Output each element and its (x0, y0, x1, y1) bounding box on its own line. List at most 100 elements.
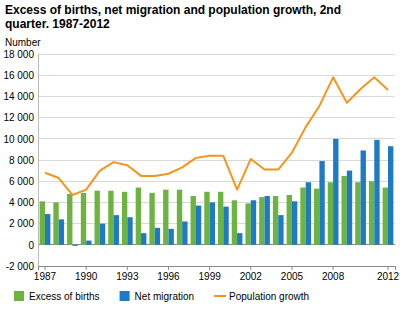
bar (251, 200, 256, 245)
bar (168, 229, 173, 245)
y-tick: 18 000 (3, 49, 38, 60)
bar (114, 215, 119, 245)
bar (81, 193, 86, 245)
bar (67, 194, 72, 245)
bar (232, 200, 237, 245)
bar (210, 202, 215, 244)
bar (287, 195, 292, 245)
grid-line (38, 117, 395, 118)
bar (72, 245, 77, 246)
bar (182, 221, 187, 244)
legend-label: Excess of births (29, 291, 100, 302)
bar (347, 171, 352, 245)
grid-line (38, 75, 395, 76)
y-tick: 2 000 (9, 218, 38, 229)
bar (95, 191, 100, 245)
grid-line (38, 244, 395, 245)
x-tick-mark (127, 266, 128, 270)
bar (273, 196, 278, 245)
bar (53, 202, 58, 244)
bar (218, 192, 223, 245)
legend: Excess of births Net migration Population … (14, 291, 309, 302)
x-tick: 1987 (34, 266, 57, 282)
legend-item: Net migration (120, 291, 194, 302)
bar (59, 219, 64, 244)
bar (300, 188, 305, 245)
line (45, 77, 388, 195)
legend-label: Population growth (229, 291, 309, 302)
y-axis-title: Number (5, 37, 41, 48)
x-tick: 2002 (240, 266, 263, 282)
y-tick: 16 000 (3, 70, 38, 81)
y-tick-label: 12 000 (3, 112, 34, 123)
title-line: quarter. 1987-2012 (5, 17, 110, 31)
legend-item: Population growth (214, 291, 309, 302)
bar (292, 201, 297, 244)
grid-line (38, 202, 395, 203)
chart: Excess of births, net migration and popu… (0, 0, 400, 320)
x-tick-mark (291, 266, 292, 270)
grid-line (38, 223, 395, 224)
x-axis-line (39, 267, 396, 271)
bar (122, 192, 127, 245)
x-tick-mark (168, 266, 169, 270)
x-tick-label: 1993 (116, 271, 139, 282)
bar (361, 150, 366, 244)
x-tick: 1999 (199, 266, 222, 282)
y-tick: -2 000 (6, 261, 38, 272)
bar (177, 190, 182, 245)
y-tick: 8 000 (9, 155, 38, 166)
x-tick-label: 2008 (322, 271, 345, 282)
bar (163, 190, 168, 245)
bar (306, 182, 311, 245)
y-tick-label: -2 000 (6, 261, 35, 272)
grid-line (38, 160, 395, 161)
bar (374, 140, 379, 245)
x-tick-label: 2005 (281, 271, 304, 282)
x-tick: 2012 (377, 266, 400, 282)
x-tick: 1996 (157, 266, 180, 282)
x-tick: 1990 (75, 266, 98, 282)
bar (40, 201, 45, 244)
y-tick: 14 000 (3, 91, 38, 102)
y-tick-label: 6 000 (9, 176, 34, 187)
plot-area (40, 77, 394, 246)
grid-line (38, 54, 395, 55)
bar (333, 139, 338, 245)
y-tick: 4 000 (9, 197, 38, 208)
bar (223, 207, 228, 245)
x-tick-mark (209, 266, 210, 270)
bar (45, 214, 50, 245)
x-tick-label: 1987 (34, 271, 57, 282)
legend-item: Excess of births (14, 291, 100, 302)
bar (278, 215, 283, 245)
bar (136, 188, 141, 245)
bar (127, 217, 132, 245)
bar (341, 176, 346, 245)
bar (149, 193, 154, 245)
x-tick: 2008 (322, 266, 345, 282)
title-line: Excess of births, net migration and popu… (5, 3, 341, 17)
bar (388, 146, 393, 245)
y-tick-label: 14 000 (3, 91, 34, 102)
x-tick-label: 2012 (377, 271, 400, 282)
x-tick-label: 1996 (157, 271, 180, 282)
bar (355, 182, 360, 245)
x-tick: 1993 (116, 266, 139, 282)
y-tick: 6 000 (9, 176, 38, 187)
x-axis: 1987 1990 1993 1996 1999 2002 2005 2008 2012 (34, 266, 400, 282)
y-tick-label: 16 000 (3, 70, 34, 81)
y-tick: 10 000 (3, 134, 38, 145)
y-tick: 12 000 (3, 112, 38, 123)
bar (265, 196, 270, 245)
bar (100, 224, 105, 245)
x-tick-mark (44, 266, 45, 270)
bar (155, 228, 160, 245)
y-tick-label: 4 000 (9, 197, 34, 208)
grid-line (38, 138, 395, 139)
legend-swatch (214, 295, 226, 297)
bar (108, 191, 113, 245)
bar (204, 192, 209, 245)
bar (191, 196, 196, 245)
grid (38, 54, 395, 266)
